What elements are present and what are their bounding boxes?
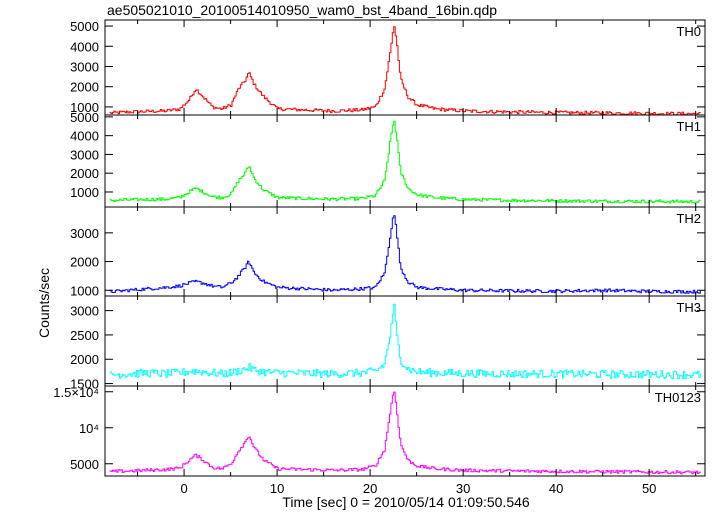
series-line-th3 xyxy=(109,303,701,380)
panel-frame-th1 xyxy=(104,114,706,208)
x-tick-label: 50 xyxy=(642,481,656,496)
y-tick-label: 4000 xyxy=(70,39,99,54)
y-tick-label: 5000 xyxy=(70,457,99,472)
panel-label-th1: TH1 xyxy=(676,119,701,134)
x-tick-label: 30 xyxy=(456,481,470,496)
y-tick-label: 2000 xyxy=(70,352,99,367)
y-tick-label: 2000 xyxy=(70,255,99,270)
y-tick-label: 1000 xyxy=(70,100,99,115)
y-tick-label: 3000 xyxy=(70,304,99,319)
series-line-th1 xyxy=(109,120,701,204)
panel-label-th0123: TH0123 xyxy=(655,390,701,405)
x-tick-label: 20 xyxy=(363,481,377,496)
y-tick-label: 3000 xyxy=(70,59,99,74)
panel-frame-th0 xyxy=(104,19,706,116)
series-line-th2 xyxy=(109,215,701,294)
y-tick-label: 1500 xyxy=(70,377,99,392)
y-tick-label: 2500 xyxy=(70,328,99,343)
y-tick-label: 1.5×10⁴ xyxy=(53,385,99,400)
panel-label-th2: TH2 xyxy=(676,211,701,226)
y-tick-label: 5000 xyxy=(70,110,99,125)
y-tick-label: 4000 xyxy=(70,129,99,144)
y-tick-label: 1000 xyxy=(70,283,99,298)
x-axis-title: Time [sec] 0 = 2010/05/14 01:09:50.546 xyxy=(282,494,530,510)
series-line-th0 xyxy=(109,26,701,116)
y-tick-label: 1000 xyxy=(70,185,99,200)
y-tick-label: 3000 xyxy=(70,226,99,241)
x-tick-label: 0 xyxy=(180,481,187,496)
y-tick-label: 10⁴ xyxy=(79,421,99,436)
panel-label-th0: TH0 xyxy=(676,24,701,39)
x-tick-label: 10 xyxy=(270,481,284,496)
y-tick-label: 3000 xyxy=(70,147,99,162)
panel-frame-th0123 xyxy=(104,385,706,477)
series-line-th0123 xyxy=(109,391,701,475)
panel-label-th3: TH3 xyxy=(676,300,701,315)
y-tick-label: 2000 xyxy=(70,80,99,95)
y-tick-label: 2000 xyxy=(70,166,99,181)
chart-title: ae505021010_20100514010950_wam0_bst_4ban… xyxy=(107,2,498,18)
y-tick-label: 5000 xyxy=(70,19,99,34)
x-tick-label: 40 xyxy=(549,481,563,496)
panel-frame-th2 xyxy=(104,206,706,297)
